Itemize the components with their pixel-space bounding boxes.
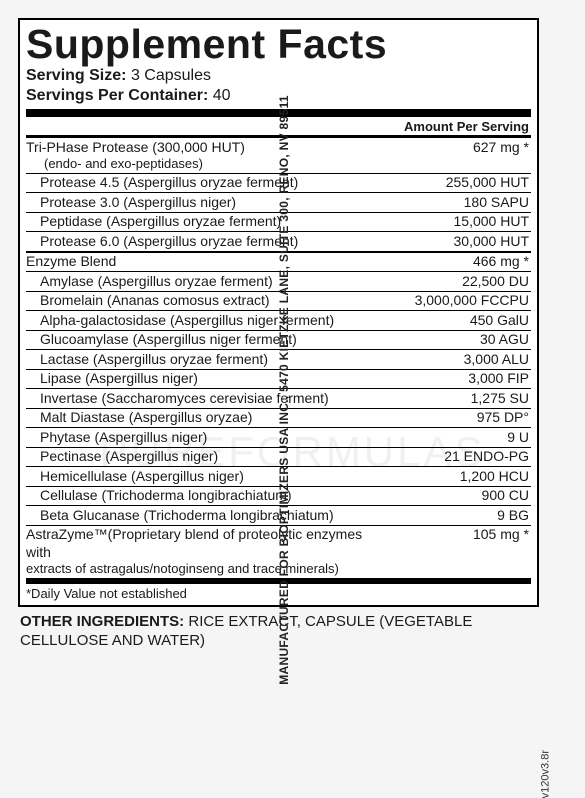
- ingredient-name: Amylase (Aspergillus oryzae ferment): [26, 273, 381, 291]
- ingredient-name: Protease 3.0 (Aspergillus niger): [26, 194, 381, 212]
- ingredient-amount: 900 CU: [381, 487, 531, 505]
- ingredient-amount: 3,000 ALU: [381, 351, 531, 369]
- ingredient-name: Alpha-galactosidase (Aspergillus niger f…: [26, 312, 381, 330]
- ingredient-amount: 15,000 HUT: [381, 213, 531, 231]
- ingredient-name: Cellulase (Trichoderma longibrachiatum): [26, 487, 381, 505]
- section-note: (endo- and exo-peptidases): [26, 156, 377, 172]
- ingredient-amount: 9 U: [381, 429, 531, 447]
- ingredient-amount: 450 GalU: [381, 312, 531, 330]
- amount-header: Amount Per Serving: [381, 119, 531, 134]
- ingredient-amount: 1,200 HCU: [381, 468, 531, 486]
- servings-per-container-label: Servings Per Container:: [26, 87, 208, 104]
- section-name: Enzyme Blend: [26, 253, 381, 271]
- ingredient-name: Phytase (Aspergillus niger): [26, 429, 381, 447]
- astrazyme-name: AstraZyme™(Proprietary blend of proteoly…: [26, 526, 381, 561]
- ingredient-name: Pectinase (Aspergillus niger): [26, 448, 381, 466]
- serving-size-label: Serving Size:: [26, 67, 126, 84]
- ingredient-name: Protease 6.0 (Aspergillus oryzae ferment…: [26, 233, 381, 251]
- ingredient-name: Malt Diastase (Aspergillus oryzae): [26, 409, 381, 427]
- ingredient-amount: 9 BG: [381, 507, 531, 525]
- manufacturer-side-text: MANUFACTURED FOR BIOPTIMIZERS USA INC., …: [277, 95, 291, 685]
- ingredient-name: Invertase (Saccharomyces cerevisiae ferm…: [26, 390, 381, 408]
- ingredient-amount: 21 ENDO-PG: [381, 448, 531, 466]
- section-amount: 466 mg *: [381, 253, 531, 271]
- serving-size-line: Serving Size: 3 Capsules: [26, 67, 531, 85]
- section-amount: 627 mg *: [381, 139, 531, 173]
- other-ingredients-label: OTHER INGREDIENTS:: [20, 613, 184, 630]
- ingredient-name: Lactase (Aspergillus oryzae ferment): [26, 351, 381, 369]
- servings-per-container-value: 40: [213, 87, 231, 104]
- ingredient-name: Bromelain (Ananas comosus extract): [26, 292, 381, 310]
- ingredient-amount: 3,000 FIP: [381, 370, 531, 388]
- ingredient-amount: 30 AGU: [381, 331, 531, 349]
- ingredient-amount: 22,500 DU: [381, 273, 531, 291]
- ingredient-amount: 255,000 HUT: [381, 174, 531, 192]
- ingredient-amount: 30,000 HUT: [381, 233, 531, 251]
- ingredient-name: Peptidase (Aspergillus oryzae ferment): [26, 213, 381, 231]
- section-name: Tri-PHase Protease (300,000 HUT)(endo- a…: [26, 139, 381, 173]
- ingredient-name: Beta Glucanase (Trichoderma longibrachia…: [26, 507, 381, 525]
- ingredient-amount: 3,000,000 FCCPU: [381, 292, 531, 310]
- ingredient-amount: 1,275 SU: [381, 390, 531, 408]
- version-text: v120v3.8r: [539, 750, 551, 798]
- serving-size-value: 3 Capsules: [131, 67, 211, 84]
- ingredient-amount: 975 DP°: [381, 409, 531, 427]
- panel-title: Supplement Facts: [26, 24, 531, 65]
- astrazyme-amount: 105 mg *: [381, 526, 531, 561]
- ingredient-name: Lipase (Aspergillus niger): [26, 370, 381, 388]
- ingredient-amount: 180 SAPU: [381, 194, 531, 212]
- ingredient-name: Hemicellulase (Aspergillus niger): [26, 468, 381, 486]
- ingredient-name: Glucoamylase (Aspergillus niger ferment): [26, 331, 381, 349]
- ingredient-name: Protease 4.5 (Aspergillus oryzae ferment…: [26, 174, 381, 192]
